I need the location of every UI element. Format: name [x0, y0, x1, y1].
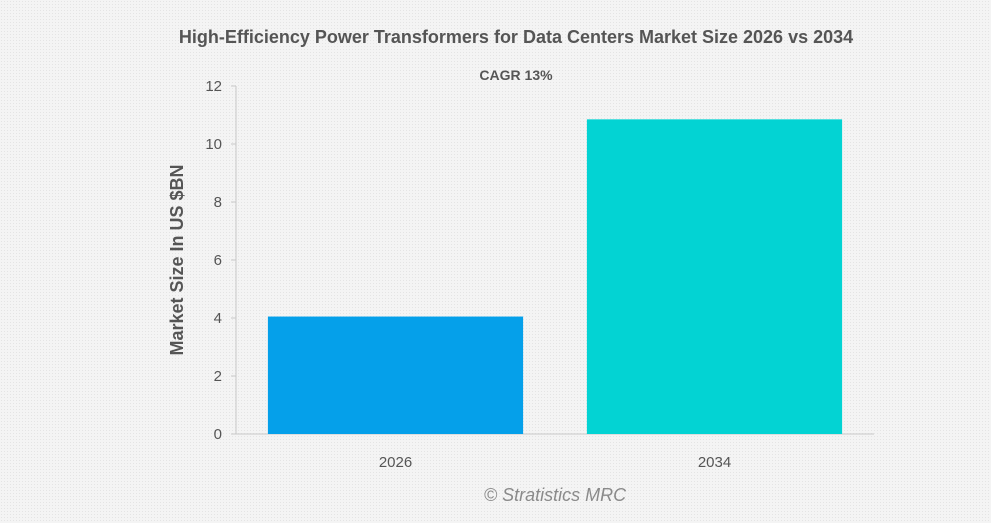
x-axis-ticks: 2026 2034	[379, 454, 731, 471]
x-tick-label: 2026	[379, 454, 412, 471]
bars	[267, 119, 843, 434]
watermark-text: © Stratistics MRC	[484, 485, 627, 505]
bar-2026	[267, 316, 524, 434]
y-axis-label: Market Size In US $BN	[167, 164, 187, 355]
y-tick-label: 8	[214, 194, 222, 211]
y-tick-label: 0	[214, 426, 222, 443]
y-axis-ticks: 0 2 4 6 8 10 12	[205, 78, 236, 443]
y-tick-label: 2	[214, 368, 222, 385]
y-tick-label: 4	[214, 310, 222, 327]
chart-title: High-Efficiency Power Transformers for D…	[179, 27, 853, 47]
y-tick-label: 6	[214, 252, 222, 269]
chart-subtitle: CAGR 13%	[479, 67, 553, 83]
y-tick-label: 10	[205, 136, 222, 153]
y-tick-label: 12	[205, 78, 222, 95]
bar-2034	[586, 119, 843, 434]
x-tick-label: 2034	[698, 454, 731, 471]
